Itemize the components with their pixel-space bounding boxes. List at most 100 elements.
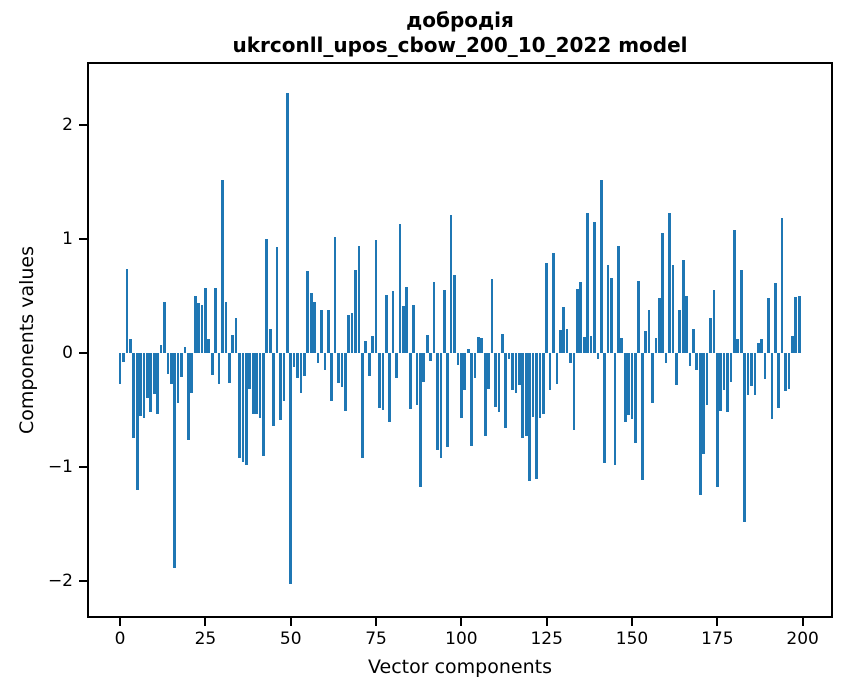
y-tick-label: 1 xyxy=(62,228,73,249)
bar xyxy=(221,179,224,354)
bar xyxy=(473,353,477,379)
bar xyxy=(234,317,238,354)
bar xyxy=(419,353,422,487)
x-tick-label: 200 xyxy=(786,629,819,649)
x-tick-mark xyxy=(204,618,207,626)
bar xyxy=(149,353,153,413)
bar xyxy=(460,353,463,419)
bar xyxy=(784,353,787,391)
bar xyxy=(210,353,214,375)
bar xyxy=(521,353,525,438)
bar xyxy=(576,289,579,354)
bar xyxy=(152,353,156,395)
bar xyxy=(722,353,726,390)
bar xyxy=(504,353,508,429)
bar xyxy=(763,353,767,380)
x-tick-mark xyxy=(119,618,122,626)
bar xyxy=(343,353,347,412)
y-tick-mark xyxy=(79,580,87,583)
bar xyxy=(292,353,296,367)
bar xyxy=(545,262,549,354)
chart-title: добродія ukrconll_upos_cbow_200_10_2022 … xyxy=(87,8,833,58)
bar xyxy=(490,278,494,354)
bar xyxy=(480,338,484,354)
bar xyxy=(398,224,402,354)
bar xyxy=(371,336,374,354)
y-tick-label: 0 xyxy=(62,343,73,364)
plot-area xyxy=(87,62,833,618)
bar xyxy=(347,315,351,354)
bar xyxy=(323,353,327,371)
bar xyxy=(391,291,395,354)
bar xyxy=(483,353,487,437)
x-tick-label: 50 xyxy=(279,629,302,649)
bar xyxy=(514,353,518,394)
bar xyxy=(555,353,559,384)
bar xyxy=(384,294,388,354)
bar xyxy=(340,353,344,388)
bar xyxy=(453,275,456,354)
bar xyxy=(388,353,392,422)
bar xyxy=(477,337,480,354)
bar xyxy=(449,214,453,354)
bar xyxy=(736,339,740,354)
bar xyxy=(330,353,334,402)
x-tick-mark xyxy=(801,618,804,626)
bar xyxy=(634,353,637,444)
bar xyxy=(698,353,702,495)
bar xyxy=(442,290,446,354)
bar xyxy=(316,353,320,364)
bar xyxy=(156,353,159,414)
bar xyxy=(429,353,432,362)
bar xyxy=(470,353,473,446)
x-tick-label: 175 xyxy=(701,629,734,649)
x-tick-label: 100 xyxy=(445,629,478,649)
bar xyxy=(715,353,719,487)
bar xyxy=(579,282,583,354)
x-tick-mark xyxy=(375,618,378,626)
bar xyxy=(756,342,760,354)
bar xyxy=(780,218,784,354)
bar xyxy=(671,265,675,354)
bar xyxy=(412,305,415,354)
bar xyxy=(688,353,692,366)
bar xyxy=(354,269,357,354)
bar xyxy=(623,353,627,422)
bar xyxy=(651,353,654,404)
bar xyxy=(350,313,354,354)
bar xyxy=(197,302,200,354)
bar xyxy=(657,298,661,354)
bar xyxy=(681,259,685,354)
bar xyxy=(664,353,668,364)
bar xyxy=(255,353,258,414)
y-tick-label: −2 xyxy=(47,571,73,592)
bar xyxy=(787,353,791,389)
bar xyxy=(378,353,381,408)
x-tick-label: 25 xyxy=(194,629,217,649)
bar xyxy=(640,353,644,480)
bar xyxy=(487,353,490,389)
bar xyxy=(569,353,572,364)
bar xyxy=(245,353,248,465)
bar xyxy=(159,345,163,354)
bar xyxy=(422,353,426,382)
bar xyxy=(712,290,716,354)
bar xyxy=(770,353,774,420)
bar xyxy=(702,353,705,454)
bar xyxy=(599,179,603,354)
bar xyxy=(647,309,651,354)
bar xyxy=(538,353,542,419)
bar xyxy=(139,353,142,416)
bar xyxy=(187,353,190,440)
bar xyxy=(562,307,566,354)
bar xyxy=(746,353,750,396)
bar xyxy=(446,353,450,447)
bar xyxy=(668,212,671,354)
bar xyxy=(238,353,241,459)
bar xyxy=(289,353,293,584)
y-tick-label: −1 xyxy=(47,457,73,478)
bar xyxy=(275,246,279,354)
x-tick-label: 0 xyxy=(114,629,126,649)
bar xyxy=(425,334,429,354)
